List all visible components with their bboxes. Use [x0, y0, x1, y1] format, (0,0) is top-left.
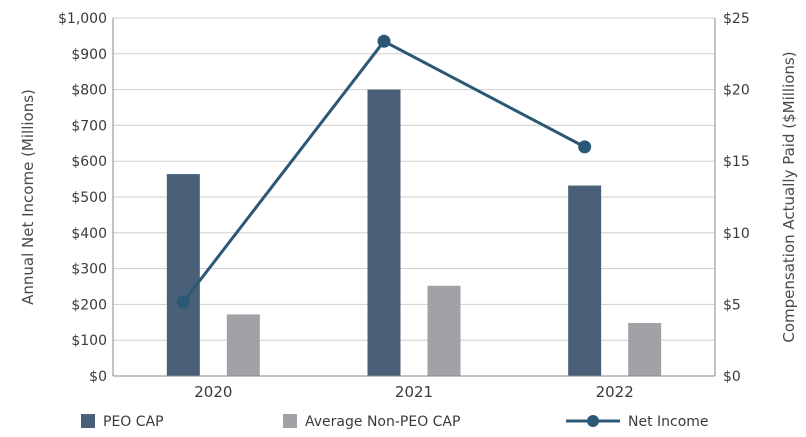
right-tick-label: $10 — [723, 226, 750, 242]
left-tick-label: $600 — [71, 154, 107, 170]
right-tick-label: $15 — [723, 154, 750, 170]
net-income-point-2021 — [377, 34, 391, 48]
category-label-2020: 2020 — [194, 383, 232, 401]
net-income-line — [176, 34, 592, 309]
bar-peo-cap-2020 — [166, 174, 200, 376]
left-tick-label: $400 — [71, 226, 107, 242]
category-label-2021: 2021 — [395, 383, 433, 401]
right-tick-label: $20 — [723, 83, 750, 99]
legend-label-average-non-peo-cap: Average Non-PEO CAP — [305, 414, 460, 430]
right-axis-title: Compensation Actually Paid ($Millions) — [780, 51, 798, 342]
left-tick-label: $500 — [71, 190, 107, 206]
net-income-point-2022 — [578, 140, 592, 154]
axes — [112, 18, 716, 377]
left-tick-label: $0 — [89, 369, 107, 385]
bars — [166, 89, 662, 376]
legend-marker-net-income — [587, 415, 599, 427]
grid-lines — [113, 17, 715, 341]
legend-swatch-peo-cap — [81, 414, 95, 428]
legend: PEO CAP Average Non-PEO CAP Net Income — [81, 414, 709, 430]
x-axis-categories: 2020 2021 2022 — [194, 383, 634, 401]
bar-average-non-peo-cap-2020 — [226, 314, 260, 376]
left-tick-label: $800 — [71, 83, 107, 99]
right-tick-label: $25 — [723, 11, 750, 27]
left-tick-label: $200 — [71, 297, 107, 313]
bar-average-non-peo-cap-2021 — [427, 285, 461, 376]
left-axis-title: Annual Net Income (Millions) — [19, 89, 37, 305]
category-label-2022: 2022 — [596, 383, 634, 401]
right-tick-label: $0 — [723, 369, 741, 385]
left-tick-label: $300 — [71, 262, 107, 278]
right-tick-label: $5 — [723, 297, 741, 313]
bar-peo-cap-2022 — [568, 185, 602, 376]
bar-peo-cap-2021 — [367, 89, 401, 376]
left-tick-label: $700 — [71, 118, 107, 134]
left-tick-label: $900 — [71, 47, 107, 63]
right-axis-ticks: $0 $5 $10 $15 $20 $25 — [723, 11, 750, 385]
net-income-point-2020 — [176, 295, 190, 309]
legend-label-net-income: Net Income — [628, 414, 709, 430]
left-tick-label: $100 — [71, 333, 107, 349]
left-tick-label: $1,000 — [58, 11, 107, 27]
bar-average-non-peo-cap-2022 — [628, 323, 662, 376]
legend-label-peo-cap: PEO CAP — [103, 414, 164, 430]
legend-swatch-average-non-peo-cap — [283, 414, 297, 428]
left-axis-ticks: $0 $100 $200 $300 $400 $500 $600 $700 $800 $900 $1… — [58, 11, 107, 385]
